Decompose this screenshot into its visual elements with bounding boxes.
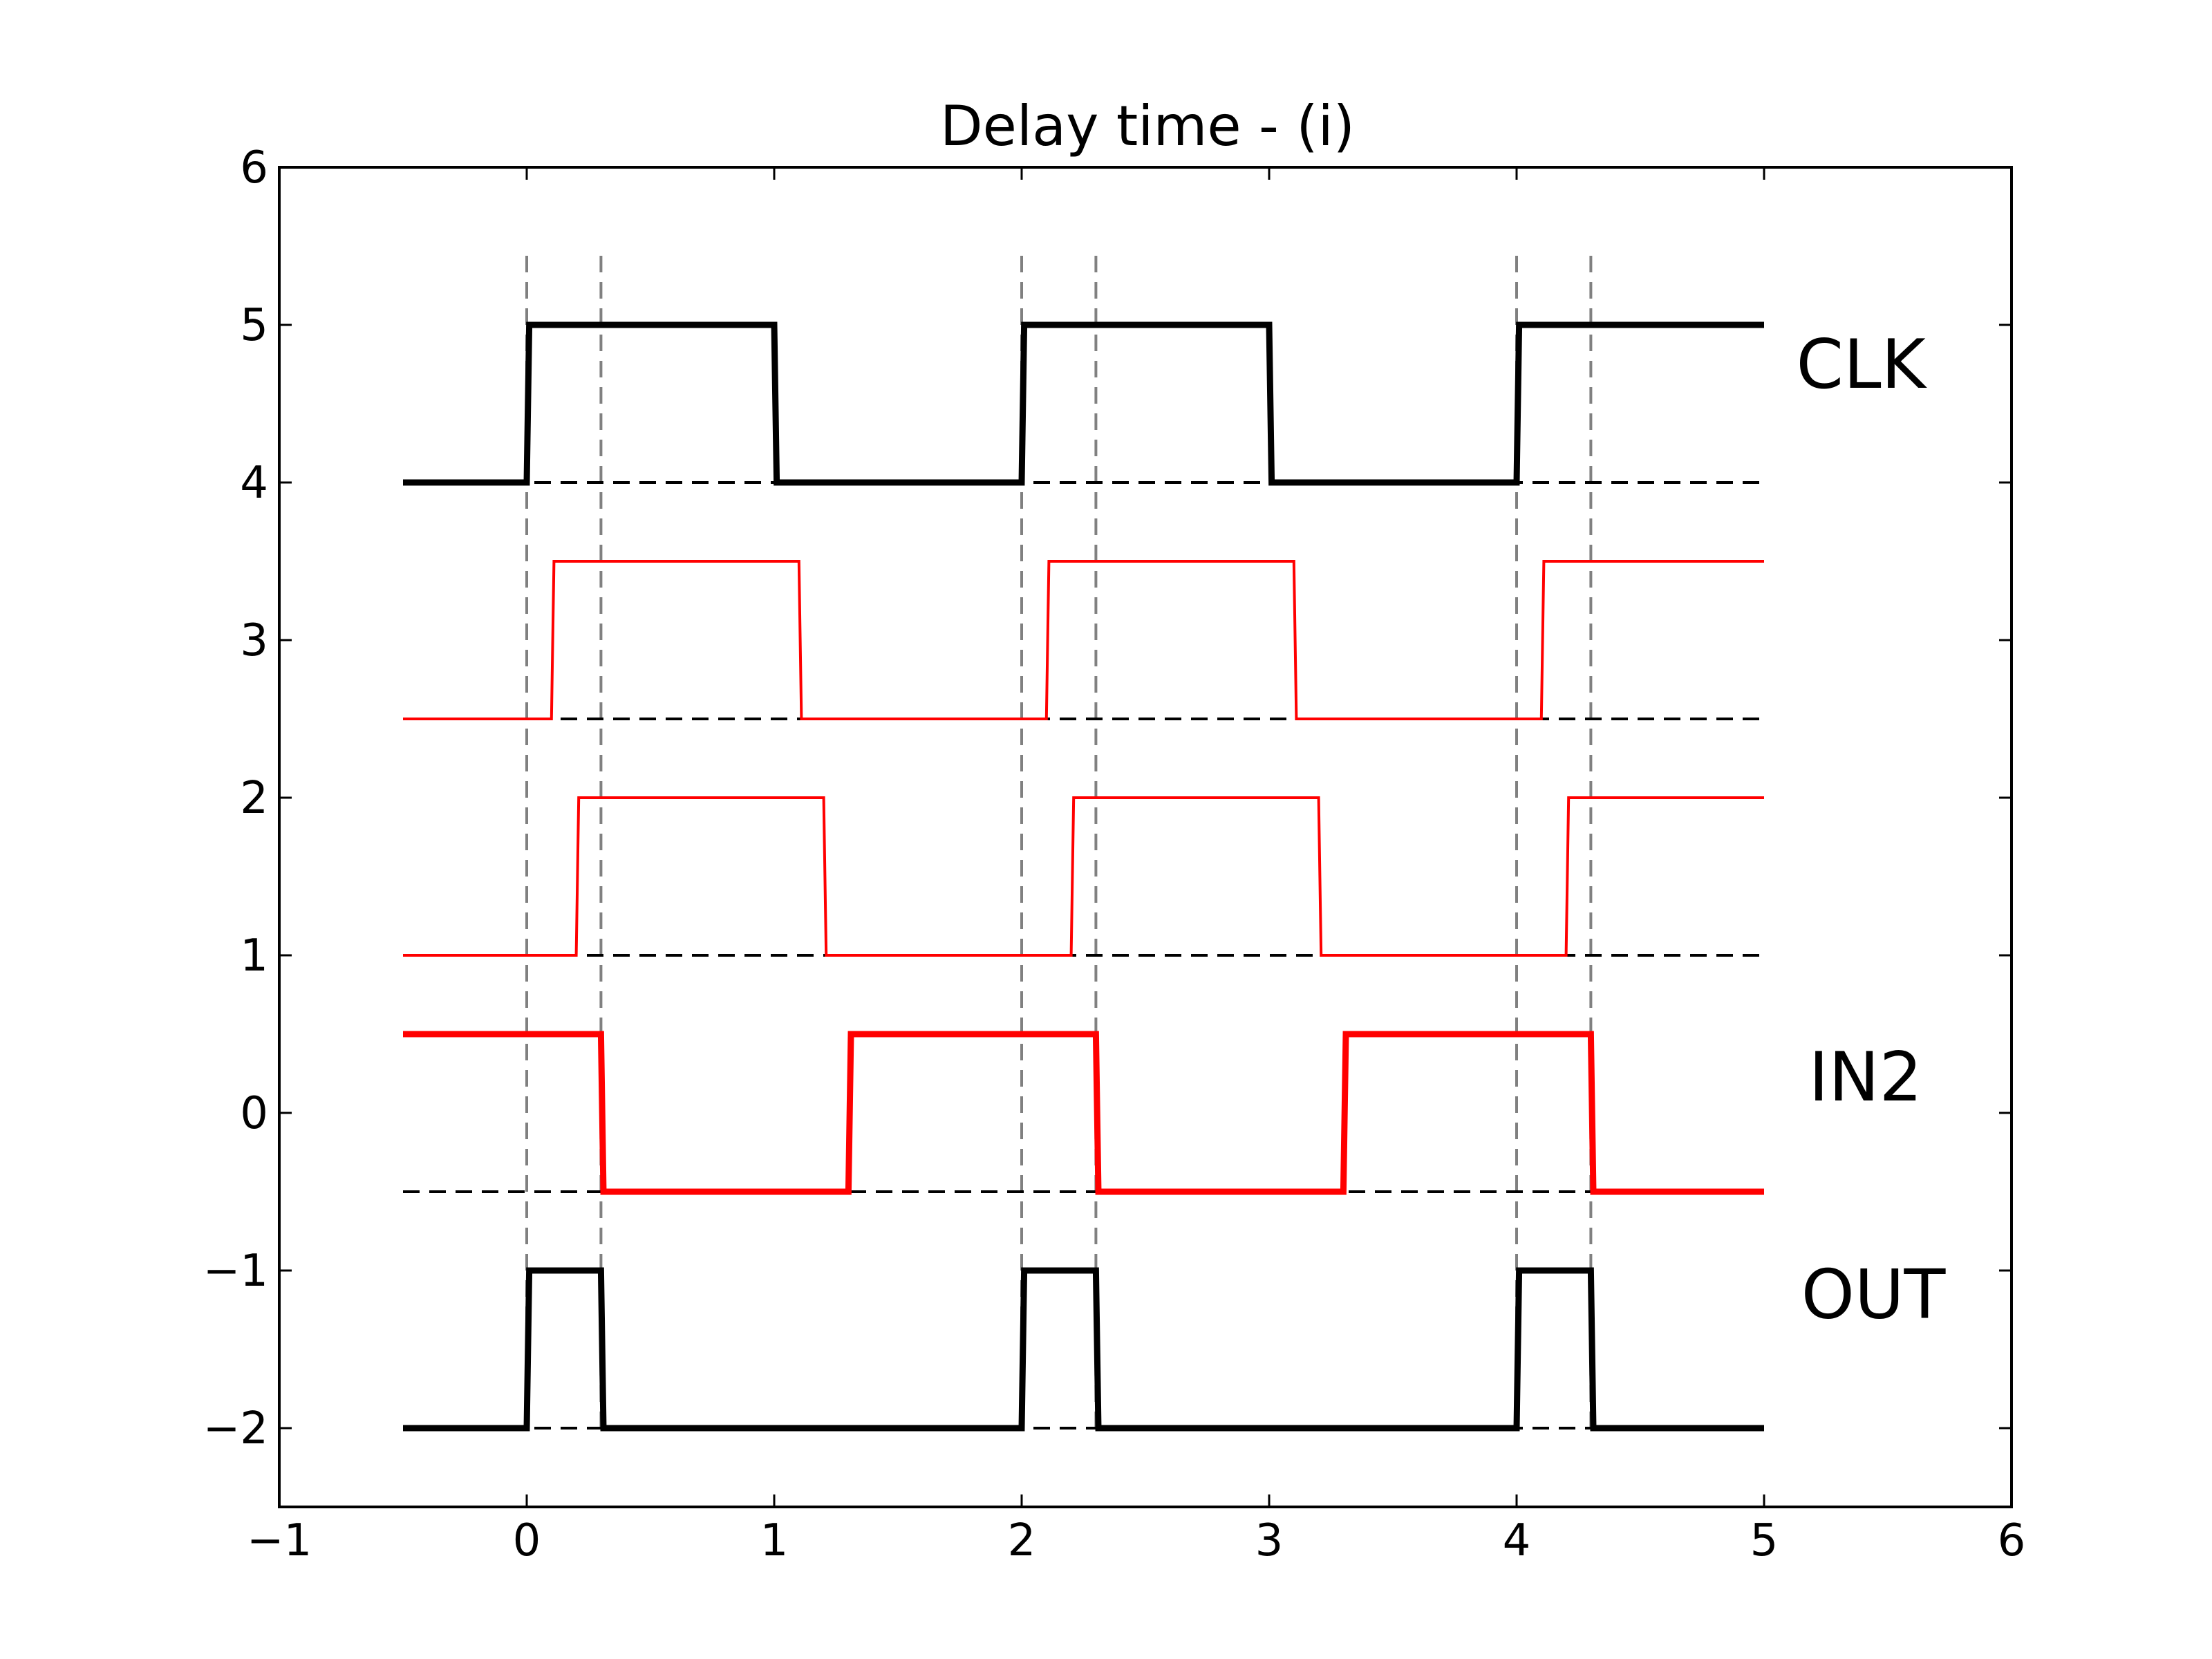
x-tick-label: 6 — [1998, 1515, 2026, 1566]
plot-frame — [278, 166, 2013, 1508]
series-line-clk — [403, 321, 1764, 486]
x-tick-label: 5 — [1750, 1515, 1779, 1566]
series-line-out — [403, 1267, 1764, 1432]
series-line-in2 — [403, 1031, 1764, 1195]
x-tick-label: 1 — [760, 1515, 789, 1566]
axis-ticks: −1 0 1 2 3 4 5 6 −2 −1 0 1 2 3 4 5 6 — [203, 142, 2026, 1566]
y-tick-label: 0 — [240, 1088, 268, 1139]
y-tick-label: −2 — [203, 1403, 268, 1454]
x-tick-label: 3 — [1255, 1515, 1284, 1566]
y-tick-label: 2 — [240, 773, 268, 824]
y-tick-label: 3 — [240, 615, 268, 666]
x-tick-label: 0 — [513, 1515, 541, 1566]
chart-title: Delay time - (i) — [940, 94, 1355, 158]
series-label-out: OUT — [1801, 1255, 1947, 1334]
series-labels: CLK IN2 OUT — [1797, 326, 1947, 1334]
series-label-clk: CLK — [1797, 326, 1928, 404]
y-tick-label: −1 — [203, 1246, 268, 1297]
x-tick-label: 2 — [1008, 1515, 1036, 1566]
x-tick-label: 4 — [1503, 1515, 1531, 1566]
y-tick-label: 5 — [240, 300, 268, 351]
plot-area — [403, 246, 1764, 1432]
x-tick-label: −1 — [247, 1515, 312, 1566]
y-tick-label: 6 — [240, 142, 268, 194]
series-line-signal-1 — [403, 560, 1764, 720]
y-tick-label: 4 — [240, 458, 268, 509]
series-label-in2: IN2 — [1808, 1038, 1922, 1117]
series-line-signal-2 — [403, 796, 1764, 957]
y-tick-label: 1 — [240, 930, 268, 982]
